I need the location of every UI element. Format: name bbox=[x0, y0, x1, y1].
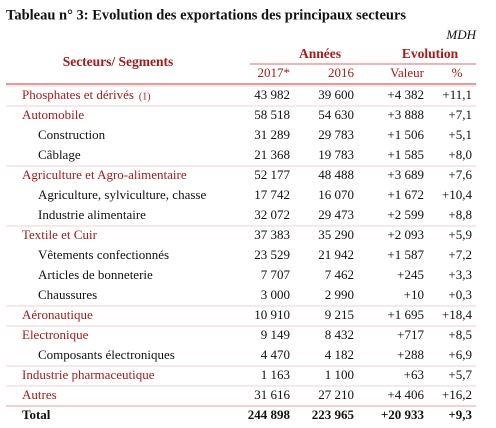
cell: +1 585 bbox=[387, 147, 424, 162]
cell: +0,3 bbox=[448, 287, 472, 302]
cell: +2 599 bbox=[387, 207, 424, 222]
cell: 4 470 bbox=[261, 347, 290, 362]
cell: +4 382 bbox=[387, 87, 424, 102]
row-label: Articles de bonneterie bbox=[38, 267, 153, 282]
row-label: Vêtements confectionnés bbox=[38, 247, 169, 262]
cell: 27 210 bbox=[318, 387, 354, 402]
cell: +9,3 bbox=[448, 407, 472, 422]
row-label: Industrie alimentaire bbox=[38, 207, 146, 222]
cell: 23 529 bbox=[254, 247, 290, 262]
cell: 10 910 bbox=[254, 307, 290, 322]
cell: +1 672 bbox=[387, 187, 424, 202]
unit: MDH bbox=[445, 27, 476, 42]
cell: +7,1 bbox=[448, 107, 472, 122]
header-years: Années bbox=[299, 46, 341, 61]
cell: +4 406 bbox=[387, 387, 424, 402]
cell: 31 616 bbox=[254, 387, 290, 402]
row-label: Agriculture, sylviculture, chasse bbox=[38, 187, 206, 202]
cell: 48 488 bbox=[318, 167, 354, 182]
header-value: Valeur bbox=[390, 65, 425, 80]
row-label: Construction bbox=[38, 127, 106, 142]
cell: +717 bbox=[397, 327, 424, 342]
cell: 7 462 bbox=[325, 267, 354, 282]
cell: 52 177 bbox=[254, 167, 290, 182]
cell: 9 149 bbox=[261, 327, 290, 342]
cell: 244 898 bbox=[248, 407, 291, 422]
cell: +5,1 bbox=[448, 127, 472, 142]
cell: 31 289 bbox=[254, 127, 290, 142]
cell: +10,4 bbox=[442, 187, 473, 202]
cell: 16 070 bbox=[318, 187, 354, 202]
cell: +1 695 bbox=[387, 307, 424, 322]
cell: 29 473 bbox=[318, 207, 354, 222]
cell: +1 587 bbox=[387, 247, 424, 262]
cell: +8,8 bbox=[448, 207, 472, 222]
cell: +11,1 bbox=[442, 87, 472, 102]
cell: +8,5 bbox=[448, 327, 472, 342]
cell: +245 bbox=[397, 267, 424, 282]
cell: 1 163 bbox=[261, 367, 290, 382]
cell: +2 093 bbox=[387, 227, 424, 242]
header-sector: Secteurs/ Segments bbox=[63, 54, 174, 69]
cell: 3 000 bbox=[261, 287, 290, 302]
cell: 54 630 bbox=[318, 107, 354, 122]
cell: +10 bbox=[404, 287, 424, 302]
footnote-ref: (1) bbox=[139, 91, 151, 102]
cell: 223 965 bbox=[312, 407, 355, 422]
header-2016: 2016 bbox=[328, 65, 355, 80]
cell: +5,7 bbox=[448, 367, 472, 382]
cell: +7,2 bbox=[448, 247, 472, 262]
row-label: Textile et Cuir bbox=[22, 227, 98, 242]
cell: 17 742 bbox=[254, 187, 290, 202]
header-2017: 2017* bbox=[258, 65, 291, 80]
cell: 21 942 bbox=[318, 247, 354, 262]
cell: +6,9 bbox=[448, 347, 472, 362]
row-label: Automobile bbox=[22, 107, 84, 122]
cell: +5,9 bbox=[448, 227, 472, 242]
cell: +7,6 bbox=[448, 167, 472, 182]
cell: 8 432 bbox=[325, 327, 354, 342]
cell: 19 783 bbox=[318, 147, 354, 162]
cell: 43 982 bbox=[254, 87, 290, 102]
row-label: Autres bbox=[22, 387, 57, 402]
cell: 37 383 bbox=[254, 227, 290, 242]
cell: 9 215 bbox=[325, 307, 354, 322]
cell: +8,0 bbox=[448, 147, 472, 162]
cell: 1 100 bbox=[325, 367, 354, 382]
header-pct: % bbox=[452, 65, 463, 80]
row-label: Total bbox=[22, 407, 51, 422]
cell: 39 600 bbox=[318, 87, 354, 102]
cell: 21 368 bbox=[254, 147, 290, 162]
row-label: Câblage bbox=[38, 147, 81, 162]
cell: +16,2 bbox=[442, 387, 472, 402]
row-label: Aéronautique bbox=[22, 307, 93, 322]
cell: +18,4 bbox=[442, 307, 473, 322]
row-label: Electronique bbox=[22, 327, 89, 342]
cell: +63 bbox=[404, 367, 424, 382]
cell: 35 290 bbox=[318, 227, 354, 242]
cell: +1 506 bbox=[387, 127, 424, 142]
cell: 2 990 bbox=[325, 287, 354, 302]
cell: 58 518 bbox=[254, 107, 290, 122]
row-label: Composants électroniques bbox=[38, 347, 175, 362]
cell: +20 933 bbox=[381, 407, 425, 422]
cell: 7 707 bbox=[261, 267, 291, 282]
cell: +3,3 bbox=[448, 267, 472, 282]
cell: +3 689 bbox=[387, 167, 424, 182]
cell: +288 bbox=[397, 347, 424, 362]
row-label: Chaussures bbox=[38, 287, 97, 302]
cell: 32 072 bbox=[254, 207, 290, 222]
header-evolution: Evolution bbox=[402, 46, 459, 61]
cell: 4 182 bbox=[325, 347, 354, 362]
cell: 29 783 bbox=[318, 127, 354, 142]
title: Tableau n° 3: Evolution des exportations… bbox=[6, 7, 406, 23]
cell: +3 888 bbox=[387, 107, 424, 122]
row-label: Industrie pharmaceutique bbox=[22, 367, 155, 382]
row-label: Agriculture et Agro-alimentaire bbox=[22, 167, 187, 182]
row-label: Phosphates et dérivés bbox=[22, 87, 134, 102]
